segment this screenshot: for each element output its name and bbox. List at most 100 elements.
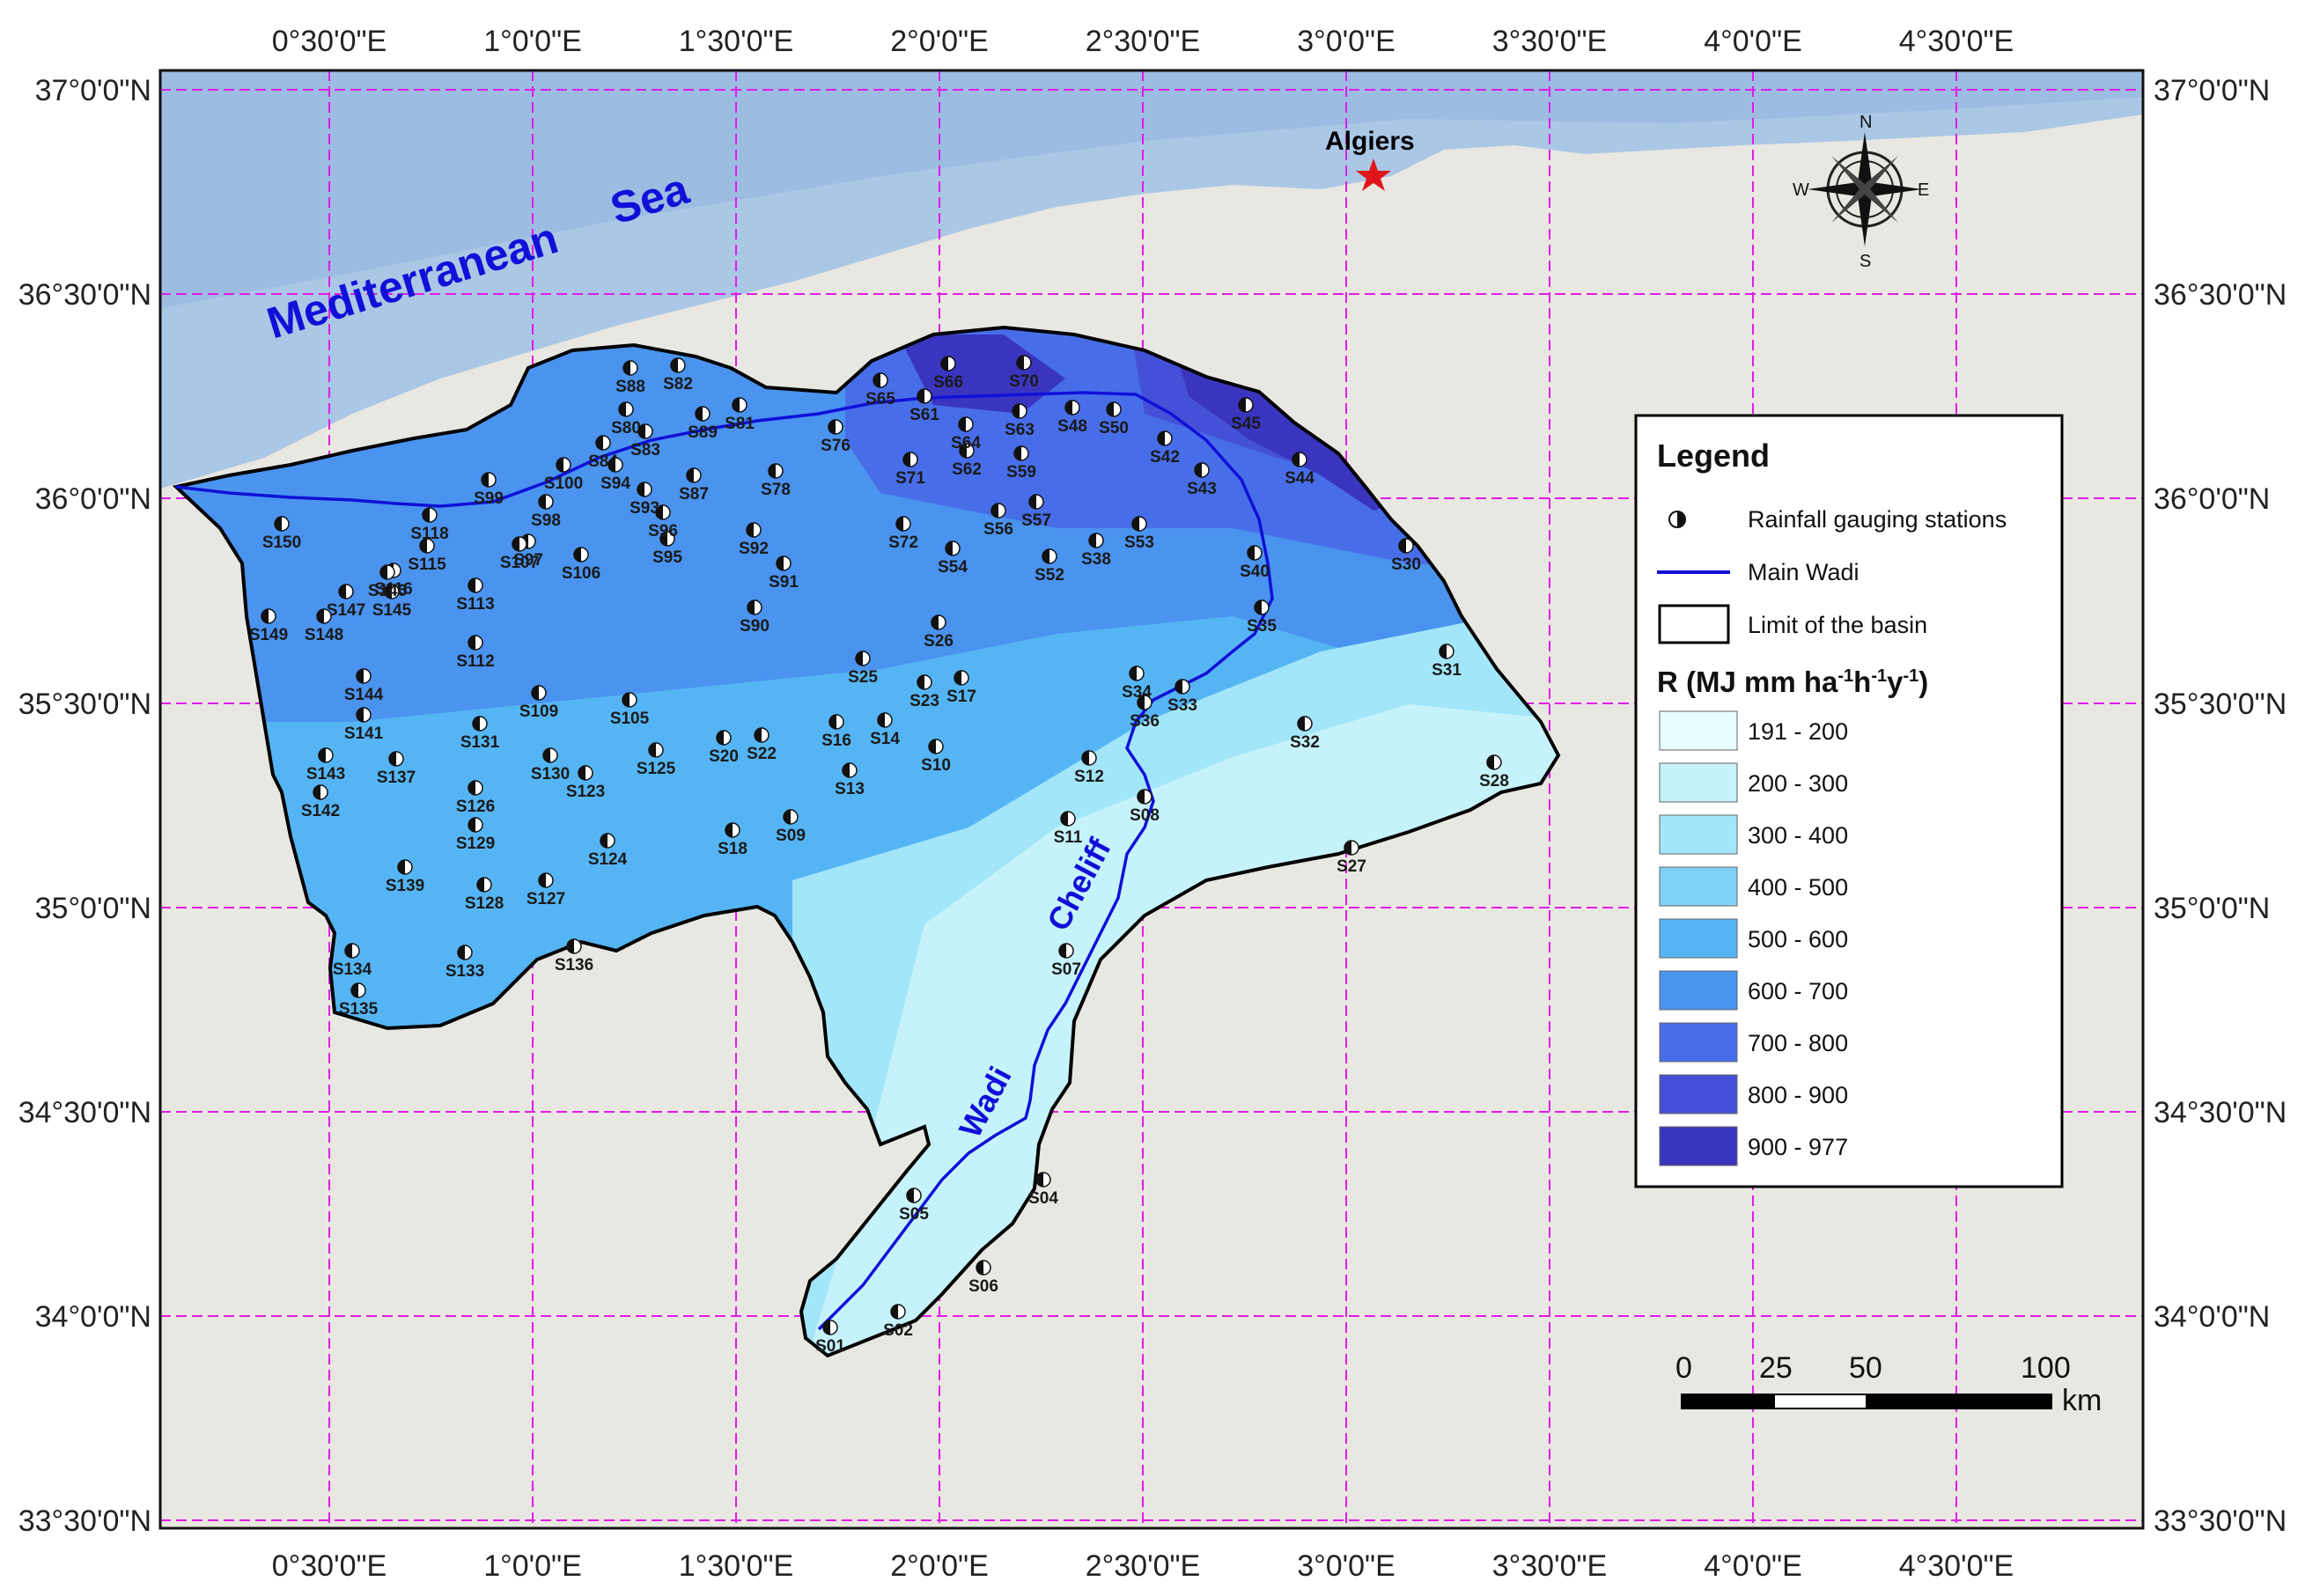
station-s71: S71	[895, 452, 925, 488]
station-label: S43	[1187, 480, 1217, 498]
left-lat-label: 36°30'0"N	[18, 278, 151, 312]
station-marker-half-icon	[991, 504, 998, 518]
station-marker-half-icon	[600, 834, 608, 848]
left-lat-label: 34°30'0"N	[18, 1096, 151, 1129]
station-marker-half-icon	[1130, 666, 1137, 680]
station-label: S10	[921, 756, 951, 775]
station-marker-half-icon	[1487, 755, 1494, 769]
station-label: S57	[1021, 511, 1051, 530]
station-marker-half-icon	[891, 1305, 898, 1319]
station-s92: S92	[739, 522, 769, 558]
legend-class-label: 191 - 200	[1748, 718, 1848, 745]
station-s87: S87	[679, 467, 709, 504]
station-marker-half-icon	[543, 748, 550, 762]
station-marker-half-icon	[1014, 446, 1021, 460]
station-s28: S28	[1479, 754, 1509, 791]
station-s09: S09	[776, 809, 806, 845]
right-lat-label: 35°30'0"N	[2154, 688, 2287, 721]
station-label: S42	[1150, 448, 1180, 467]
station-marker-half-icon	[777, 556, 784, 570]
top-lon-label: 0°30'0"E	[272, 25, 387, 58]
station-s106: S106	[562, 547, 600, 583]
station-label: S134	[333, 960, 372, 979]
station-marker-half-icon	[733, 398, 740, 412]
station-label: S118	[410, 525, 448, 543]
station-marker-half-icon	[608, 458, 615, 472]
station-marker-half-icon	[1132, 517, 1139, 531]
station-label: S78	[761, 481, 791, 499]
station-marker-half-icon	[1292, 452, 1300, 467]
station-marker-half-icon	[532, 686, 539, 700]
station-s147: S147	[327, 584, 365, 620]
right-lat-label: 37°0'0"N	[2154, 74, 2270, 107]
station-label: S59	[1006, 463, 1036, 482]
station-s109: S109	[519, 685, 558, 721]
station-marker-half-icon	[357, 669, 364, 683]
station-label: S124	[588, 850, 628, 869]
station-label: S91	[769, 573, 799, 592]
station-label: S61	[909, 406, 939, 424]
station-s89: S89	[688, 406, 718, 442]
station-marker-half-icon	[828, 420, 836, 434]
station-marker-half-icon	[1061, 812, 1068, 826]
station-s131: S131	[460, 716, 500, 752]
station-label: S01	[815, 1337, 845, 1356]
station-marker-half-icon	[567, 939, 574, 953]
station-s25: S25	[848, 651, 878, 687]
station-s82: S82	[663, 357, 693, 393]
station-marker-half-icon	[1344, 841, 1351, 855]
station-marker-half-icon	[1065, 401, 1072, 415]
station-marker-half-icon	[1089, 533, 1096, 548]
legend-title: Legend	[1657, 438, 1770, 474]
station-s14: S14	[870, 712, 900, 748]
station-label: S12	[1074, 768, 1104, 786]
station-label: S64	[951, 434, 981, 452]
station-marker-half-icon	[1298, 717, 1305, 731]
station-label: S14	[870, 730, 900, 748]
station-s123: S123	[566, 765, 605, 801]
station-s59: S59	[1006, 445, 1036, 482]
left-lat-label: 35°0'0"N	[35, 892, 151, 925]
scale-tick-0: 0	[1675, 1351, 1692, 1385]
station-marker-half-icon	[1175, 680, 1182, 694]
station-s113: S113	[456, 577, 495, 614]
station-marker-half-icon	[574, 548, 581, 562]
station-s57: S57	[1021, 494, 1051, 530]
top-lon-label: 3°0'0"E	[1297, 25, 1396, 58]
station-s10: S10	[921, 739, 951, 775]
station-marker-half-icon	[398, 860, 405, 874]
compass-e: E	[1918, 180, 1929, 200]
station-marker-half-icon	[1042, 549, 1049, 563]
station-marker-half-icon	[596, 436, 603, 450]
station-label: S66	[933, 373, 963, 392]
legend-class-swatch	[1659, 918, 1738, 959]
station-marker-half-icon	[1248, 546, 1255, 560]
station-s08: S08	[1130, 789, 1160, 825]
station-s118: S118	[410, 507, 449, 543]
station-label: S38	[1081, 550, 1111, 569]
station-label: S07	[1051, 960, 1081, 979]
station-s95: S95	[652, 531, 682, 567]
station-s53: S53	[1124, 516, 1154, 552]
left-lat-label: 34°0'0"N	[35, 1300, 151, 1334]
station-marker-half-icon	[725, 823, 733, 837]
station-label: S13	[835, 780, 865, 798]
station-s36: S36	[1130, 695, 1160, 731]
station-label: S137	[377, 769, 416, 787]
legend-class-label: 900 - 977	[1748, 1134, 1848, 1160]
station-s11: S11	[1054, 811, 1083, 847]
map-frame	[158, 69, 2145, 1530]
station-s50: S50	[1099, 401, 1129, 438]
station-marker-half-icon	[420, 539, 427, 553]
legend-class-label: 500 - 600	[1748, 926, 1848, 952]
station-label: S48	[1057, 417, 1087, 436]
station-marker-half-icon	[458, 945, 465, 960]
station-label: S133	[446, 962, 484, 981]
station-s143: S143	[306, 747, 345, 783]
station-marker-half-icon	[345, 944, 352, 958]
station-s27: S27	[1337, 840, 1366, 876]
station-label: S70	[1009, 372, 1039, 391]
station-label: S129	[456, 835, 495, 853]
station-label: S17	[946, 688, 976, 706]
station-label: S35	[1247, 617, 1277, 636]
